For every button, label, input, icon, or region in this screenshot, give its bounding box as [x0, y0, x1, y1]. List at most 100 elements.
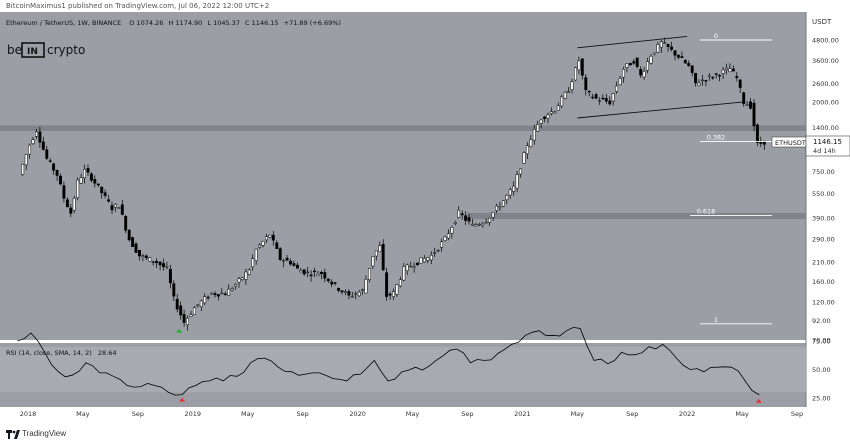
candle	[155, 258, 159, 269]
candle	[275, 240, 279, 250]
candle	[100, 186, 104, 199]
candle	[216, 294, 220, 301]
candle	[416, 262, 419, 266]
candle	[742, 91, 746, 107]
svg-text:RSI (14, close, SMA, 14, 2): RSI (14, close, SMA, 14, 2) 28.64	[6, 349, 117, 357]
price-low-marker-icon	[176, 328, 183, 333]
price-tick-label: 2000.00	[812, 99, 839, 107]
candle	[213, 291, 217, 298]
candle	[247, 268, 251, 276]
candle	[234, 283, 238, 290]
candle	[639, 66, 643, 78]
candle	[138, 249, 141, 261]
candle	[220, 288, 224, 295]
candle	[433, 247, 437, 257]
candle	[55, 169, 59, 181]
candle	[110, 201, 114, 214]
candle	[625, 63, 629, 73]
candle	[505, 194, 509, 205]
candle	[412, 262, 416, 273]
price-tick-label: 750.00	[812, 168, 835, 176]
fib-level-label: 0.382	[707, 133, 726, 141]
candle	[354, 291, 358, 300]
time-axis[interactable]: 2018 May Sep 2019 May Sep 2020 May Sep 2021 May Sep…	[20, 410, 803, 418]
candle	[330, 279, 334, 288]
candle	[65, 197, 69, 208]
candle	[652, 52, 656, 56]
candle	[285, 255, 289, 261]
candle	[72, 195, 76, 214]
candle	[230, 286, 234, 292]
price-tick-label: 4800.00	[812, 37, 839, 45]
candle	[392, 288, 395, 301]
candle	[460, 210, 464, 220]
candle	[491, 211, 495, 221]
candle	[117, 207, 121, 209]
candle	[656, 41, 660, 54]
rsi-tick-label: 75.00	[812, 338, 831, 346]
candle	[148, 257, 152, 262]
candle	[79, 173, 83, 184]
candle	[690, 65, 694, 77]
candle	[206, 295, 210, 301]
candle	[158, 261, 162, 271]
legend-l-value: 1045.37	[213, 19, 240, 27]
candle	[244, 268, 248, 286]
candle	[670, 41, 674, 52]
candle	[35, 128, 38, 140]
candle	[83, 164, 86, 184]
candle	[701, 74, 704, 86]
candle	[127, 228, 131, 242]
candle	[580, 58, 584, 80]
tradingview-brand: TradingView	[22, 429, 67, 438]
candle	[488, 217, 492, 226]
candle	[385, 267, 389, 301]
legend-c-value: 1146.15	[252, 19, 279, 27]
fib-level-label: 0	[714, 32, 718, 40]
candle	[86, 164, 90, 176]
candle	[735, 72, 739, 82]
time-tick-label: May	[735, 410, 749, 418]
candle	[302, 269, 306, 276]
candle	[395, 284, 399, 297]
candle	[134, 241, 138, 254]
candle	[292, 260, 296, 267]
candle	[683, 59, 687, 64]
candle	[28, 143, 32, 159]
candle	[309, 270, 313, 282]
candle	[374, 250, 378, 261]
candle	[598, 97, 601, 105]
candle	[343, 289, 347, 296]
candle	[549, 107, 553, 116]
candles-layer	[21, 37, 766, 331]
candle	[378, 241, 382, 253]
candle	[508, 187, 512, 199]
candle	[103, 189, 107, 199]
candle	[240, 277, 244, 281]
candle	[261, 240, 265, 248]
candle	[306, 266, 310, 278]
candle	[446, 229, 450, 241]
candle	[622, 66, 625, 83]
price-tick-label: 92.00	[812, 317, 831, 325]
candle	[477, 222, 481, 227]
candle	[319, 270, 323, 280]
candle	[666, 43, 670, 52]
candle	[536, 120, 540, 132]
candle	[141, 253, 145, 262]
logo-text-in: IN	[27, 47, 38, 57]
candle	[59, 173, 62, 186]
legend-change: +71.89 (+6.69%)	[284, 19, 341, 27]
candle	[426, 256, 430, 264]
candle	[337, 287, 341, 293]
price-tick-label: 550.00	[812, 190, 835, 198]
price-axis[interactable]: 4800.003600.002600.002000.001400.001000.…	[812, 37, 839, 403]
time-axis-panel	[0, 407, 850, 426]
candle	[62, 181, 66, 203]
published-text: BitcoinMaximus1 published on TradingView…	[6, 2, 270, 10]
candle	[347, 289, 351, 300]
candle	[361, 288, 365, 295]
candle	[357, 289, 361, 297]
logo-text-crypto: crypto	[47, 43, 85, 57]
candle	[474, 222, 478, 227]
